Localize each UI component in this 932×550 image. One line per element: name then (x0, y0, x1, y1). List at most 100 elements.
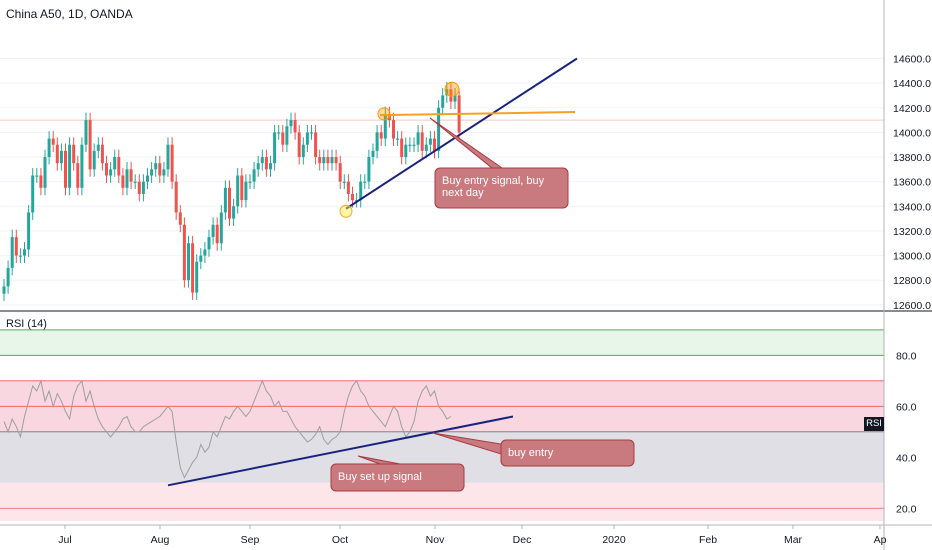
candle (334, 157, 338, 164)
candle (445, 89, 449, 96)
rsi-trend-line (167, 415, 514, 487)
candle (113, 157, 117, 170)
time-tick-label: Jul (58, 534, 71, 546)
candle (240, 175, 244, 201)
candle (121, 175, 125, 188)
candle (158, 163, 162, 176)
price-tick-label: 13200.0 (893, 226, 931, 238)
price-tick-label: 12600.0 (893, 300, 931, 312)
candle (182, 224, 186, 281)
resistance-line (379, 111, 576, 117)
time-tick-label: 2020 (602, 534, 626, 546)
candle (84, 120, 88, 145)
candle (59, 150, 63, 164)
time-tick-label: Mar (784, 534, 803, 546)
candle (14, 237, 18, 256)
candle (100, 144, 104, 164)
candle (199, 255, 203, 262)
candle (314, 132, 318, 158)
buy-entry-signal-callout-text: Buy entry signal, buy (442, 175, 545, 187)
time-tick-label: Dec (513, 534, 532, 546)
candle (2, 286, 6, 294)
candle (125, 169, 129, 188)
candle (301, 144, 305, 158)
candle (392, 120, 395, 139)
candle (203, 249, 207, 256)
rsi-overbought-band (0, 329, 884, 356)
candle (170, 144, 174, 182)
candle (416, 132, 420, 145)
candle (408, 144, 412, 146)
candle (449, 89, 453, 102)
price-tick-label: 13600.0 (893, 177, 931, 189)
candle (293, 120, 297, 133)
candle (187, 243, 190, 281)
candle (264, 157, 268, 170)
price-tick-label: 14000.0 (893, 127, 931, 139)
resistance-marker (377, 107, 391, 121)
candle (269, 163, 272, 170)
time-tick-label: Sep (241, 534, 260, 546)
candle (27, 212, 31, 250)
candle (346, 181, 350, 194)
candle (6, 267, 10, 287)
time-tick-label: Aug (151, 534, 170, 546)
buy-entry-callout-text: buy entry (508, 447, 554, 459)
candle (424, 144, 428, 151)
candle (43, 157, 47, 188)
time-tick-label: Oct (332, 534, 348, 546)
candle (51, 138, 55, 145)
price-tick-label: 13800.0 (893, 152, 931, 164)
candle (146, 175, 149, 182)
candle (162, 169, 166, 176)
candle (166, 144, 170, 170)
candle (437, 107, 441, 151)
candle (281, 132, 285, 145)
candle (453, 95, 457, 102)
candle (96, 144, 100, 151)
buy-setup-callout-box (330, 463, 465, 492)
candle (375, 132, 379, 151)
candle (154, 163, 158, 170)
candle (305, 132, 309, 145)
candle (342, 181, 346, 183)
candle (88, 120, 92, 170)
buy-entry-signal-callout-box (434, 167, 569, 209)
candle (232, 206, 236, 219)
candle (207, 237, 211, 250)
candle (351, 193, 354, 201)
candle (379, 132, 383, 139)
candle (228, 187, 231, 219)
candle (105, 163, 108, 176)
candle (396, 138, 400, 140)
candle (322, 157, 326, 164)
candle (363, 181, 367, 183)
candle (285, 126, 289, 145)
time-tick-label: Nov (426, 534, 445, 546)
rsi-tick-label: 60.0 (896, 401, 917, 413)
candle (277, 132, 281, 134)
candle (211, 224, 215, 238)
candle (289, 120, 293, 127)
candle (256, 163, 260, 170)
candle (273, 132, 277, 164)
candle (64, 150, 67, 188)
candle (297, 132, 301, 158)
price-tick-label: 14200.0 (893, 103, 931, 115)
buy-entry-signal-callout-pointer (429, 117, 506, 171)
candle (92, 150, 96, 170)
candle (72, 144, 76, 164)
candle (330, 157, 334, 164)
candle (141, 181, 145, 194)
candle (174, 181, 178, 213)
buy-setup-callout-text: Buy set up signal (338, 471, 422, 483)
candle (383, 113, 387, 139)
candle (76, 163, 80, 188)
candle (31, 175, 35, 213)
rsi-tick-label: 80.0 (896, 350, 917, 362)
high-marker (444, 81, 460, 97)
candle (109, 169, 113, 176)
candle (400, 138, 404, 158)
candle (39, 175, 43, 188)
